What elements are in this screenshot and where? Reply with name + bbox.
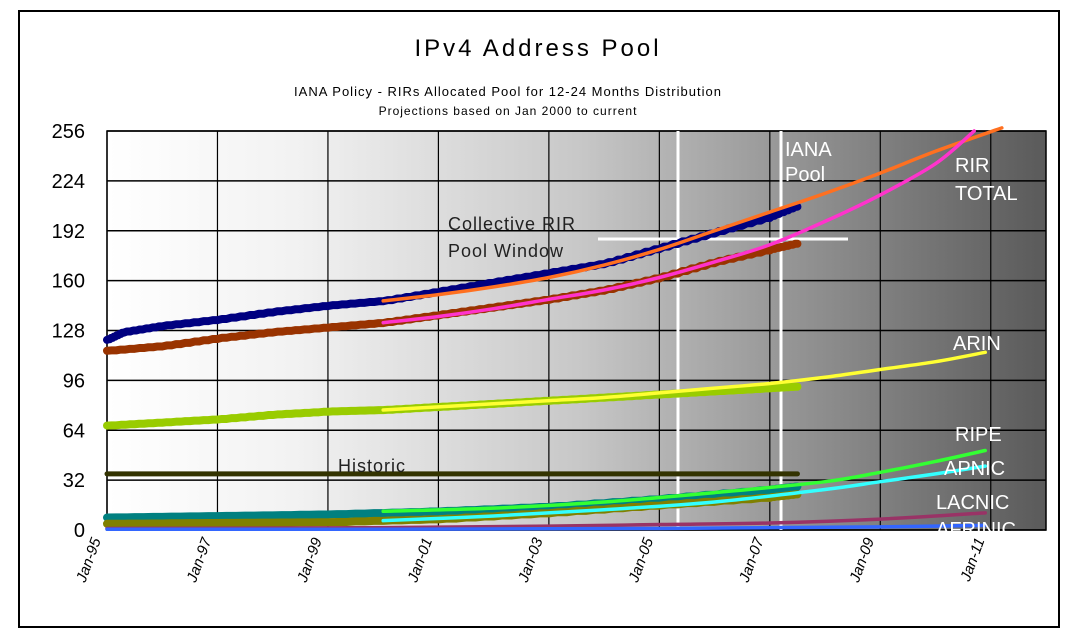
y-tick-label: 0 <box>74 520 85 542</box>
x-tick-label: Jan-97 <box>183 535 215 585</box>
y-tick-label: 64 <box>63 420 85 442</box>
y-tick-label: 128 <box>52 321 85 343</box>
chart-subtitle-1: IANA Policy - RIRs Allocated Pool for 12… <box>294 84 722 99</box>
label-ripe: RIPE <box>955 424 1002 446</box>
x-tick-label: Jan-11 <box>957 536 989 585</box>
chart-subtitle-2: Projections based on Jan 2000 to current <box>379 104 638 118</box>
y-tick-label: 256 <box>52 121 85 143</box>
y-tick-label: 96 <box>63 370 85 392</box>
x-tick-label: Jan-95 <box>73 535 105 585</box>
label-iana-1: IANA <box>785 139 832 161</box>
series-line-iana-pool-projection <box>381 126 1004 303</box>
label-lacnic: LACNIC <box>936 492 1009 514</box>
y-axis-ticks: 256 224 192 160 128 96 64 32 0 <box>52 121 85 542</box>
x-tick-label: Jan-09 <box>846 535 878 585</box>
series-line-apnic-projection <box>381 464 987 523</box>
x-tick-label: Jan-05 <box>625 535 657 585</box>
label-afrinic: AFRINIC <box>936 519 1016 541</box>
y-tick-label: 160 <box>52 271 85 293</box>
x-tick-label: Jan-03 <box>515 535 547 585</box>
series-line-ripe-projection <box>381 448 987 514</box>
label-window-1: Collective RIR <box>448 214 576 234</box>
y-tick-label: 224 <box>52 171 85 193</box>
chart-title: IPv4 Address Pool <box>414 35 661 62</box>
x-tick-label: Jan-01 <box>404 536 436 586</box>
series-group <box>103 126 1004 532</box>
label-historic: Historic <box>338 456 406 476</box>
x-axis-ticks: Jan-95 Jan-97 Jan-99 Jan-01 Jan-03 Jan-05 Jan-… <box>73 535 989 585</box>
label-total: TOTAL <box>955 183 1018 205</box>
label-arin: ARIN <box>953 333 1001 355</box>
y-tick-label: 32 <box>63 470 85 492</box>
label-window-2: Pool Window <box>448 241 564 261</box>
series-line-rir-total-projection <box>381 129 976 325</box>
label-rir: RIR <box>955 155 989 177</box>
label-apnic: APNIC <box>944 458 1005 480</box>
series-line-arin-projection <box>381 350 987 412</box>
label-iana-2: Pool <box>785 164 825 186</box>
x-tick-label: Jan-99 <box>294 535 326 585</box>
x-tick-label: Jan-07 <box>736 535 768 585</box>
series-line-afrinic-projection <box>105 523 987 532</box>
y-tick-label: 192 <box>52 221 85 243</box>
